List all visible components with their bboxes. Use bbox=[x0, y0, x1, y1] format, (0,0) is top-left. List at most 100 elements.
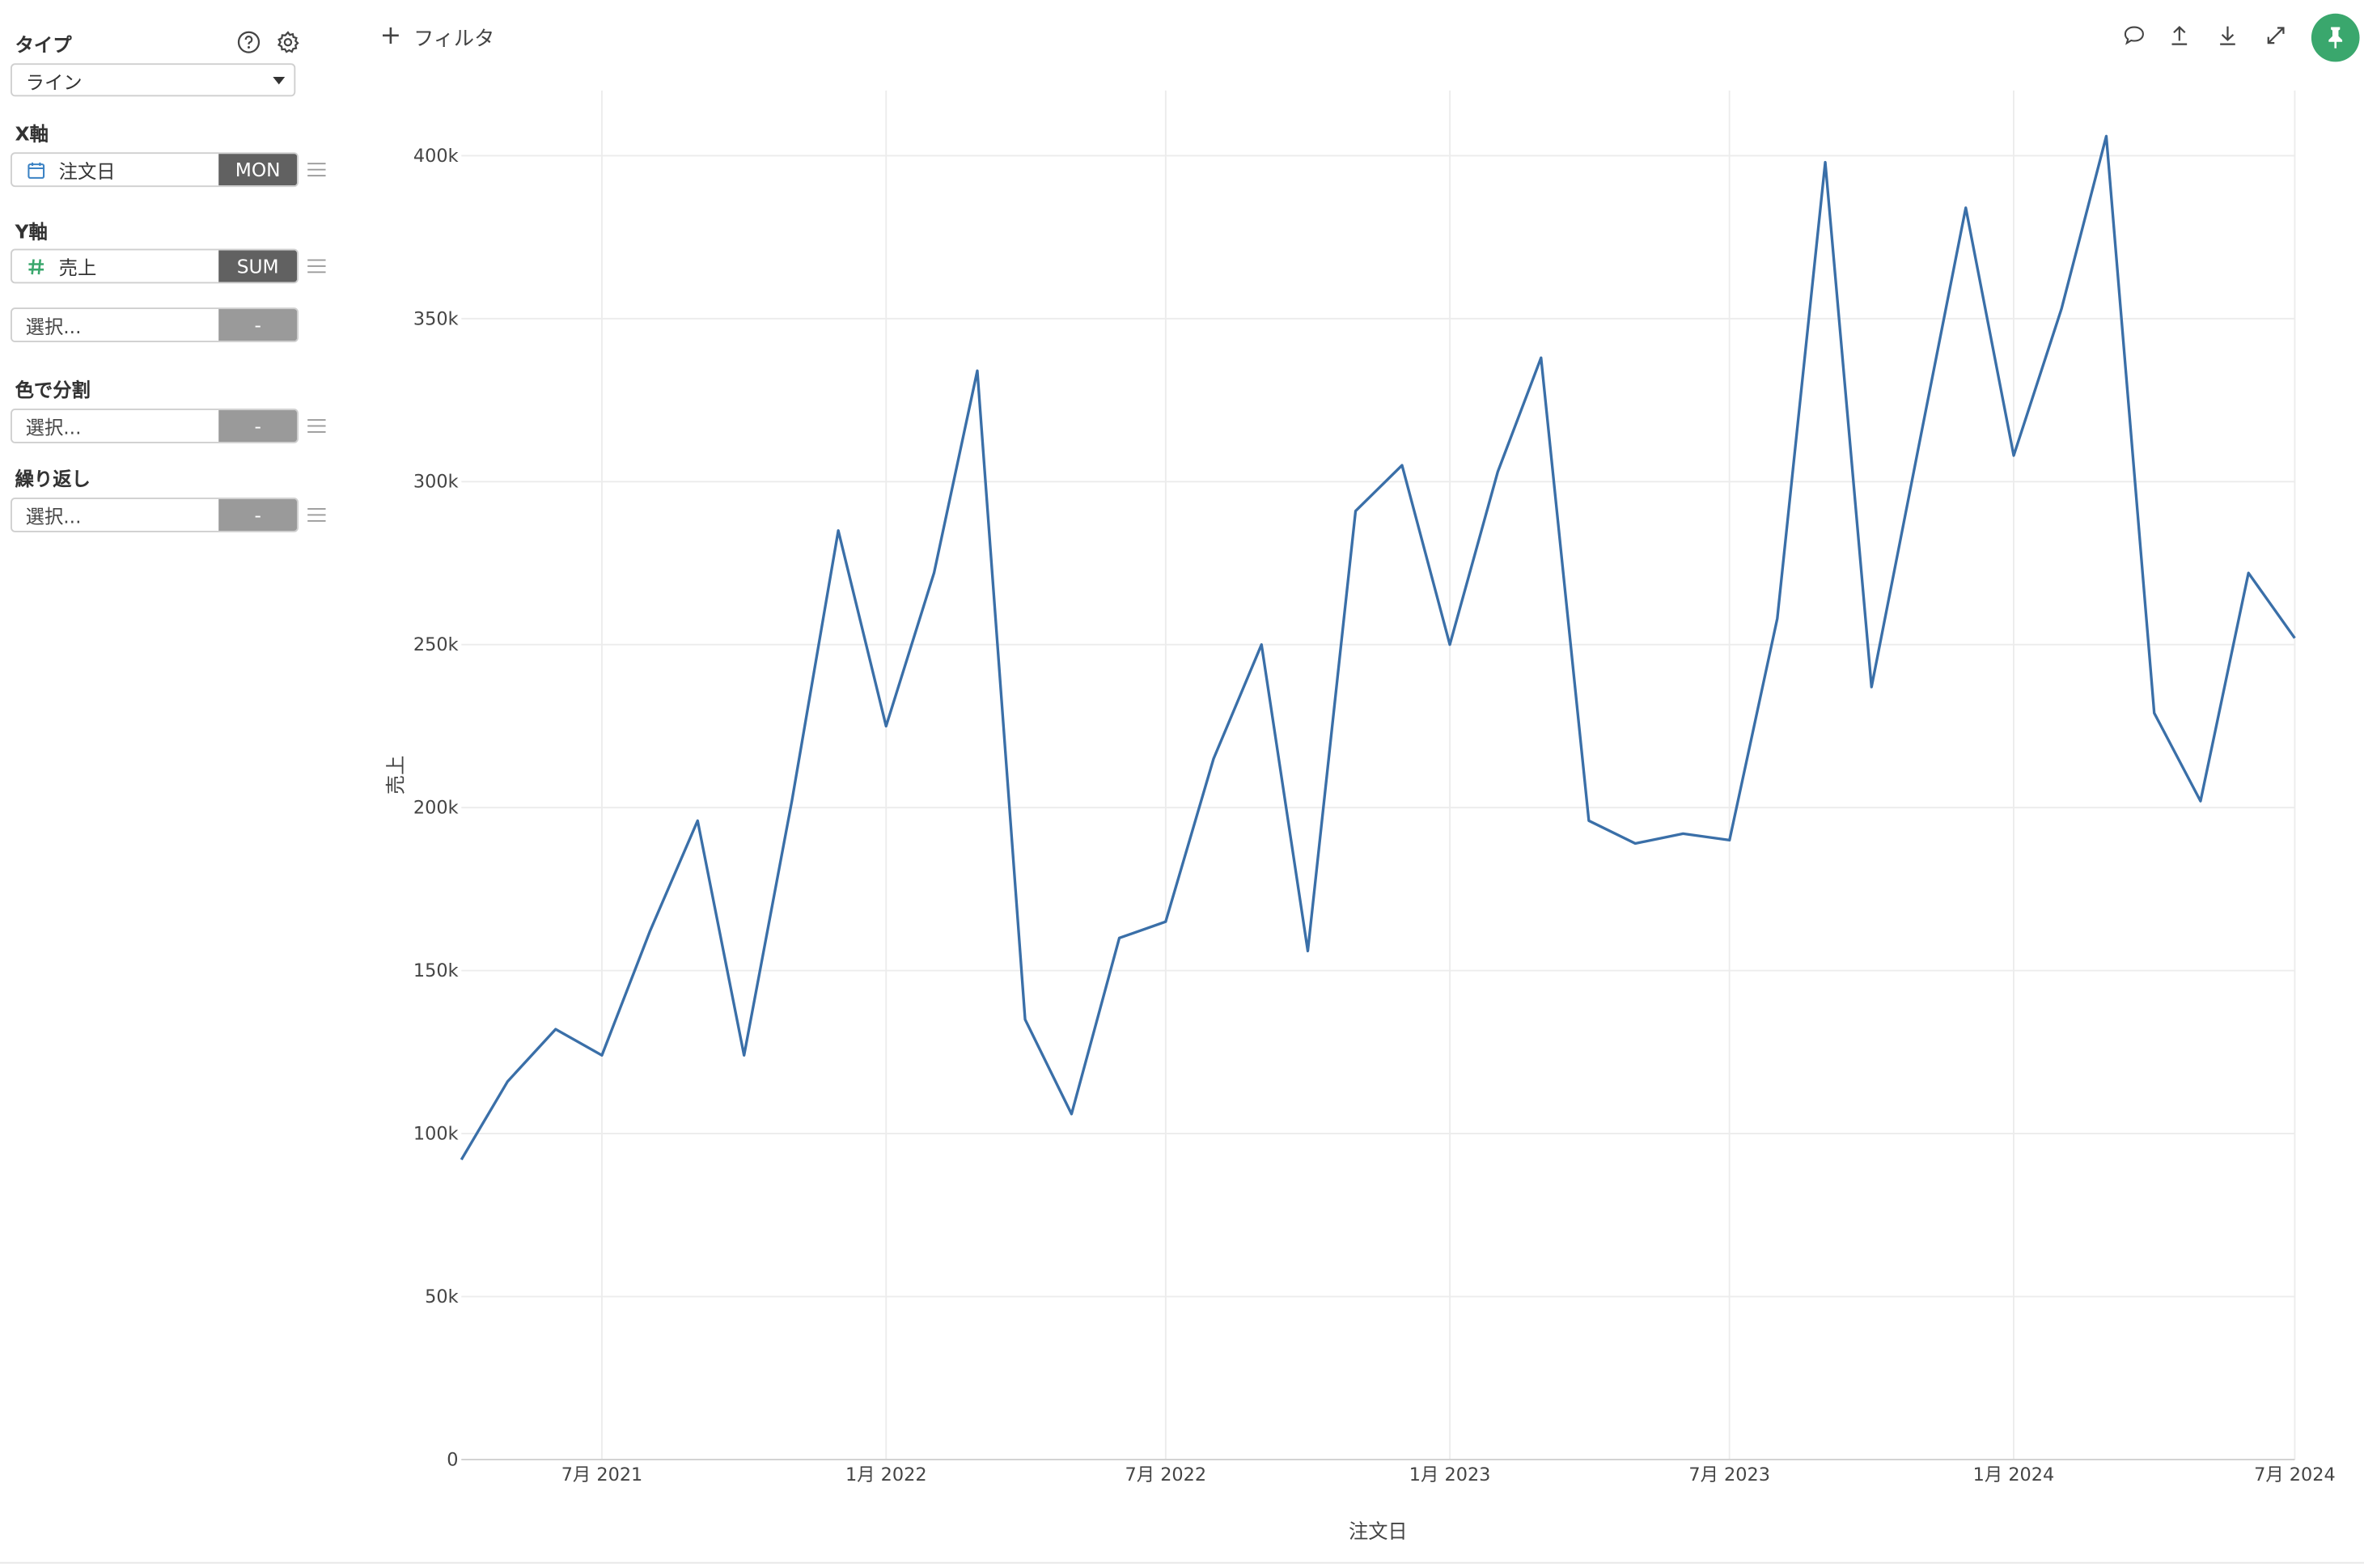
filter-label: フィルタ bbox=[413, 27, 495, 52]
y-tick-label: 300k bbox=[413, 472, 459, 493]
comment-icon[interactable] bbox=[2118, 19, 2148, 49]
pin-button[interactable] bbox=[2311, 13, 2360, 62]
data-point[interactable] bbox=[1631, 839, 1640, 848]
data-point[interactable] bbox=[2290, 634, 2299, 642]
data-point[interactable] bbox=[1351, 506, 1360, 515]
data-point[interactable] bbox=[930, 569, 938, 578]
data-point[interactable] bbox=[1915, 438, 1924, 447]
data-point[interactable] bbox=[2009, 451, 2018, 460]
x-tick-label: 1月 2023 bbox=[1409, 1464, 1491, 1485]
data-point[interactable] bbox=[2057, 304, 2066, 313]
data-point[interactable] bbox=[2196, 797, 2205, 806]
x-tick-label: 7月 2023 bbox=[1688, 1464, 1770, 1485]
data-point[interactable] bbox=[503, 1077, 512, 1086]
x-axis-label: X軸 bbox=[15, 121, 49, 145]
color-split-select[interactable]: 選択... bbox=[25, 416, 82, 439]
y-axis-agg-button[interactable]: SUM bbox=[218, 250, 298, 282]
data-point[interactable] bbox=[457, 1155, 466, 1164]
x-tick-label: 7月 2021 bbox=[561, 1464, 643, 1485]
chart-type-value: ライン bbox=[25, 70, 83, 93]
data-point[interactable] bbox=[646, 927, 655, 936]
chevron-down-icon bbox=[273, 77, 286, 85]
y-axis-title: 売上 bbox=[385, 756, 408, 795]
x-axis-title: 注文日 bbox=[1349, 1520, 1408, 1543]
data-point[interactable] bbox=[1820, 158, 1829, 167]
upload-icon[interactable] bbox=[2163, 19, 2193, 49]
x-axis-field-name[interactable]: 注文日 bbox=[12, 154, 218, 185]
data-point[interactable] bbox=[1021, 1015, 1030, 1023]
data-point[interactable] bbox=[1773, 614, 1781, 623]
download-icon[interactable] bbox=[2212, 19, 2242, 49]
x-axis-drag-handle[interactable] bbox=[307, 163, 326, 178]
data-point[interactable] bbox=[1493, 468, 1502, 477]
x-axis-agg-button[interactable]: MON bbox=[218, 154, 298, 186]
data-point[interactable] bbox=[1397, 461, 1406, 470]
y-tick-label: 350k bbox=[413, 308, 459, 329]
y-tick-label: 0 bbox=[447, 1449, 458, 1470]
x-tick-label: 1月 2024 bbox=[1973, 1464, 2055, 1485]
y-tick-label: 250k bbox=[413, 634, 459, 655]
data-point[interactable] bbox=[1303, 947, 1312, 956]
y-tick-label: 100k bbox=[413, 1124, 459, 1145]
y-axis-extra-agg-button[interactable]: - bbox=[218, 309, 298, 341]
data-point[interactable] bbox=[1209, 754, 1218, 763]
type-label: タイプ bbox=[15, 32, 72, 56]
data-point[interactable] bbox=[693, 816, 702, 825]
repeat-drag-handle[interactable] bbox=[307, 508, 326, 523]
data-point[interactable] bbox=[1257, 640, 1266, 649]
y-axis-drag-handle[interactable] bbox=[307, 259, 326, 275]
data-point[interactable] bbox=[1584, 816, 1593, 825]
data-point[interactable] bbox=[1536, 354, 1545, 362]
data-point[interactable] bbox=[1961, 203, 1970, 212]
y-tick-label: 50k bbox=[425, 1286, 458, 1307]
settings-panel: タイプ ライン X軸 bbox=[0, 0, 347, 1568]
data-point[interactable] bbox=[1679, 829, 1688, 838]
y-axis-field-text: 売上 bbox=[58, 256, 97, 279]
repeat-agg-button[interactable]: - bbox=[218, 498, 298, 531]
y-axis-field-name[interactable]: 売上 bbox=[12, 250, 218, 282]
data-point[interactable] bbox=[833, 526, 842, 535]
calendar-icon bbox=[26, 160, 47, 178]
data-point[interactable] bbox=[739, 1051, 748, 1060]
x-axis-field-text: 注文日 bbox=[58, 159, 116, 183]
x-tick-label: 7月 2022 bbox=[1125, 1464, 1207, 1485]
data-point[interactable] bbox=[2150, 709, 2159, 718]
y-axis-field: 売上 SUM bbox=[11, 248, 299, 284]
data-point[interactable] bbox=[2244, 569, 2253, 578]
repeat-select[interactable]: 選択... bbox=[25, 505, 82, 528]
x-axis-field: 注文日 MON bbox=[11, 152, 299, 188]
sales-series-line bbox=[460, 134, 2296, 1161]
data-point[interactable] bbox=[1115, 934, 1124, 943]
y-axis-label: Y軸 bbox=[15, 220, 48, 244]
data-point[interactable] bbox=[597, 1051, 606, 1060]
color-split-drag-handle[interactable] bbox=[307, 419, 326, 434]
data-point[interactable] bbox=[1725, 836, 1734, 845]
hash-icon bbox=[26, 257, 47, 275]
x-tick-label: 1月 2022 bbox=[845, 1464, 927, 1485]
y-tick-label: 200k bbox=[413, 798, 459, 819]
plus-icon: + bbox=[379, 20, 402, 51]
data-point[interactable] bbox=[2102, 132, 2111, 141]
expand-icon[interactable] bbox=[2260, 19, 2290, 49]
bottom-divider bbox=[0, 1562, 2364, 1564]
pin-icon bbox=[2328, 27, 2343, 49]
y-axis-extra-select[interactable]: 選択... bbox=[25, 315, 82, 338]
data-point[interactable] bbox=[1867, 683, 1876, 692]
color-split-label: 色で分割 bbox=[15, 378, 91, 401]
color-split-agg-button[interactable]: - bbox=[218, 409, 298, 443]
chart-type-select[interactable]: ライン bbox=[11, 63, 296, 97]
data-point[interactable] bbox=[972, 367, 981, 375]
filter-button[interactable]: + フィルタ bbox=[380, 21, 495, 51]
data-point[interactable] bbox=[1446, 640, 1455, 649]
x-tick-label: 7月 2024 bbox=[2254, 1464, 2336, 1485]
data-point[interactable] bbox=[882, 722, 891, 731]
data-point[interactable] bbox=[551, 1025, 560, 1034]
data-point[interactable] bbox=[1161, 917, 1170, 926]
data-point[interactable] bbox=[1067, 1109, 1076, 1118]
data-point[interactable] bbox=[787, 797, 796, 806]
help-icon[interactable] bbox=[235, 28, 263, 56]
y-tick-label: 150k bbox=[413, 960, 459, 981]
repeat-field: 選択... - bbox=[11, 497, 299, 532]
y-tick-label: 400k bbox=[413, 146, 459, 167]
gear-icon[interactable] bbox=[274, 28, 302, 56]
